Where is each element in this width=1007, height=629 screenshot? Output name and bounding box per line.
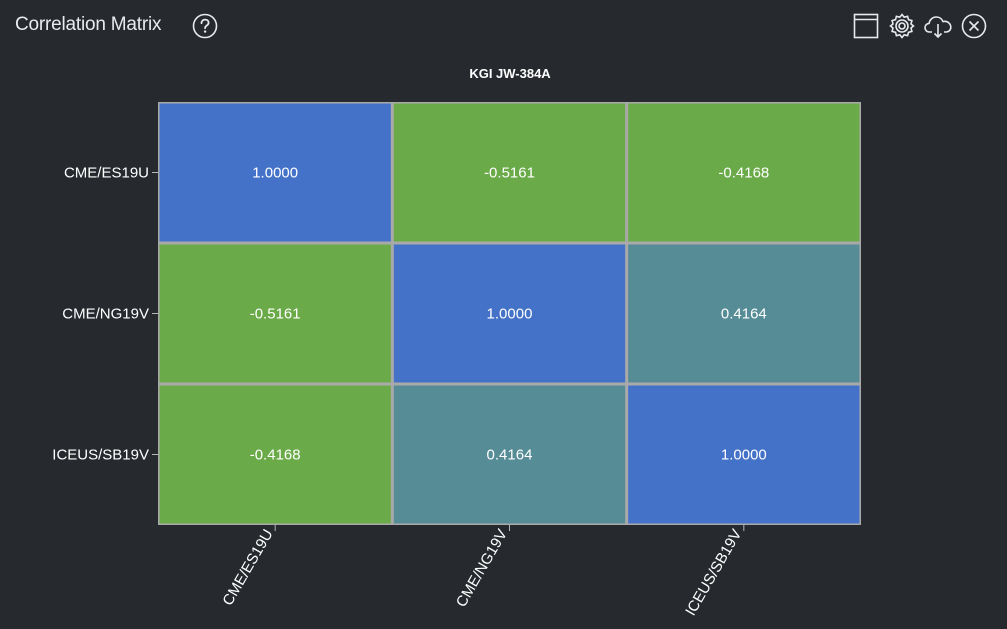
cell-value-label: 1.0000 [252,165,298,182]
column-label: ICEUS/SB19V [682,527,745,619]
row-label: ICEUS/SB19V [52,447,149,464]
window-icon[interactable] [851,11,881,41]
heatmap-cell[interactable] [628,385,860,524]
heatmap-cell[interactable] [159,385,391,524]
heatmap-cell[interactable] [393,103,626,242]
heatmap-cell[interactable] [159,244,391,383]
heatmap-cell[interactable] [628,103,860,242]
close-circle-icon[interactable] [959,11,989,41]
cell-value-label: -0.5161 [250,306,301,323]
panel-title: Correlation Matrix [15,14,162,35]
cell-value-label: -0.5161 [484,165,535,182]
panel-toolbar [851,11,989,41]
panel-header: Correlation Matrix [0,0,1007,52]
heatmap-chart: KGI JW-384A 1.0000 -0.5161 -0.4168 -0.5161 1… [0,52,1007,629]
heatmap-svg: KGI JW-384A 1.0000 -0.5161 -0.4168 -0.5161 1… [52,66,861,619]
cloud-download-icon[interactable] [923,11,953,41]
cell-value-label: 1.0000 [487,306,533,323]
help-circle-icon[interactable] [192,13,218,39]
cell-value-label: 0.4164 [721,306,767,323]
heatmap-cell[interactable] [159,103,391,242]
cell-value-label: -0.4168 [250,447,301,464]
heatmap-cell[interactable] [628,244,860,383]
cell-value-label: 1.0000 [721,447,767,464]
gear-icon[interactable] [887,11,917,41]
column-label: CME/NG19V [453,527,511,611]
chart-title: KGI JW-384A [469,66,551,81]
heatmap-cell[interactable] [393,244,626,383]
row-label: CME/NG19V [62,306,149,323]
heatmap-cell[interactable] [393,385,626,524]
column-label: CME/ES19U [219,527,276,609]
cell-value-label: -0.4168 [718,165,769,182]
row-label: CME/ES19U [64,165,149,182]
cell-value-label: 0.4164 [487,447,533,464]
